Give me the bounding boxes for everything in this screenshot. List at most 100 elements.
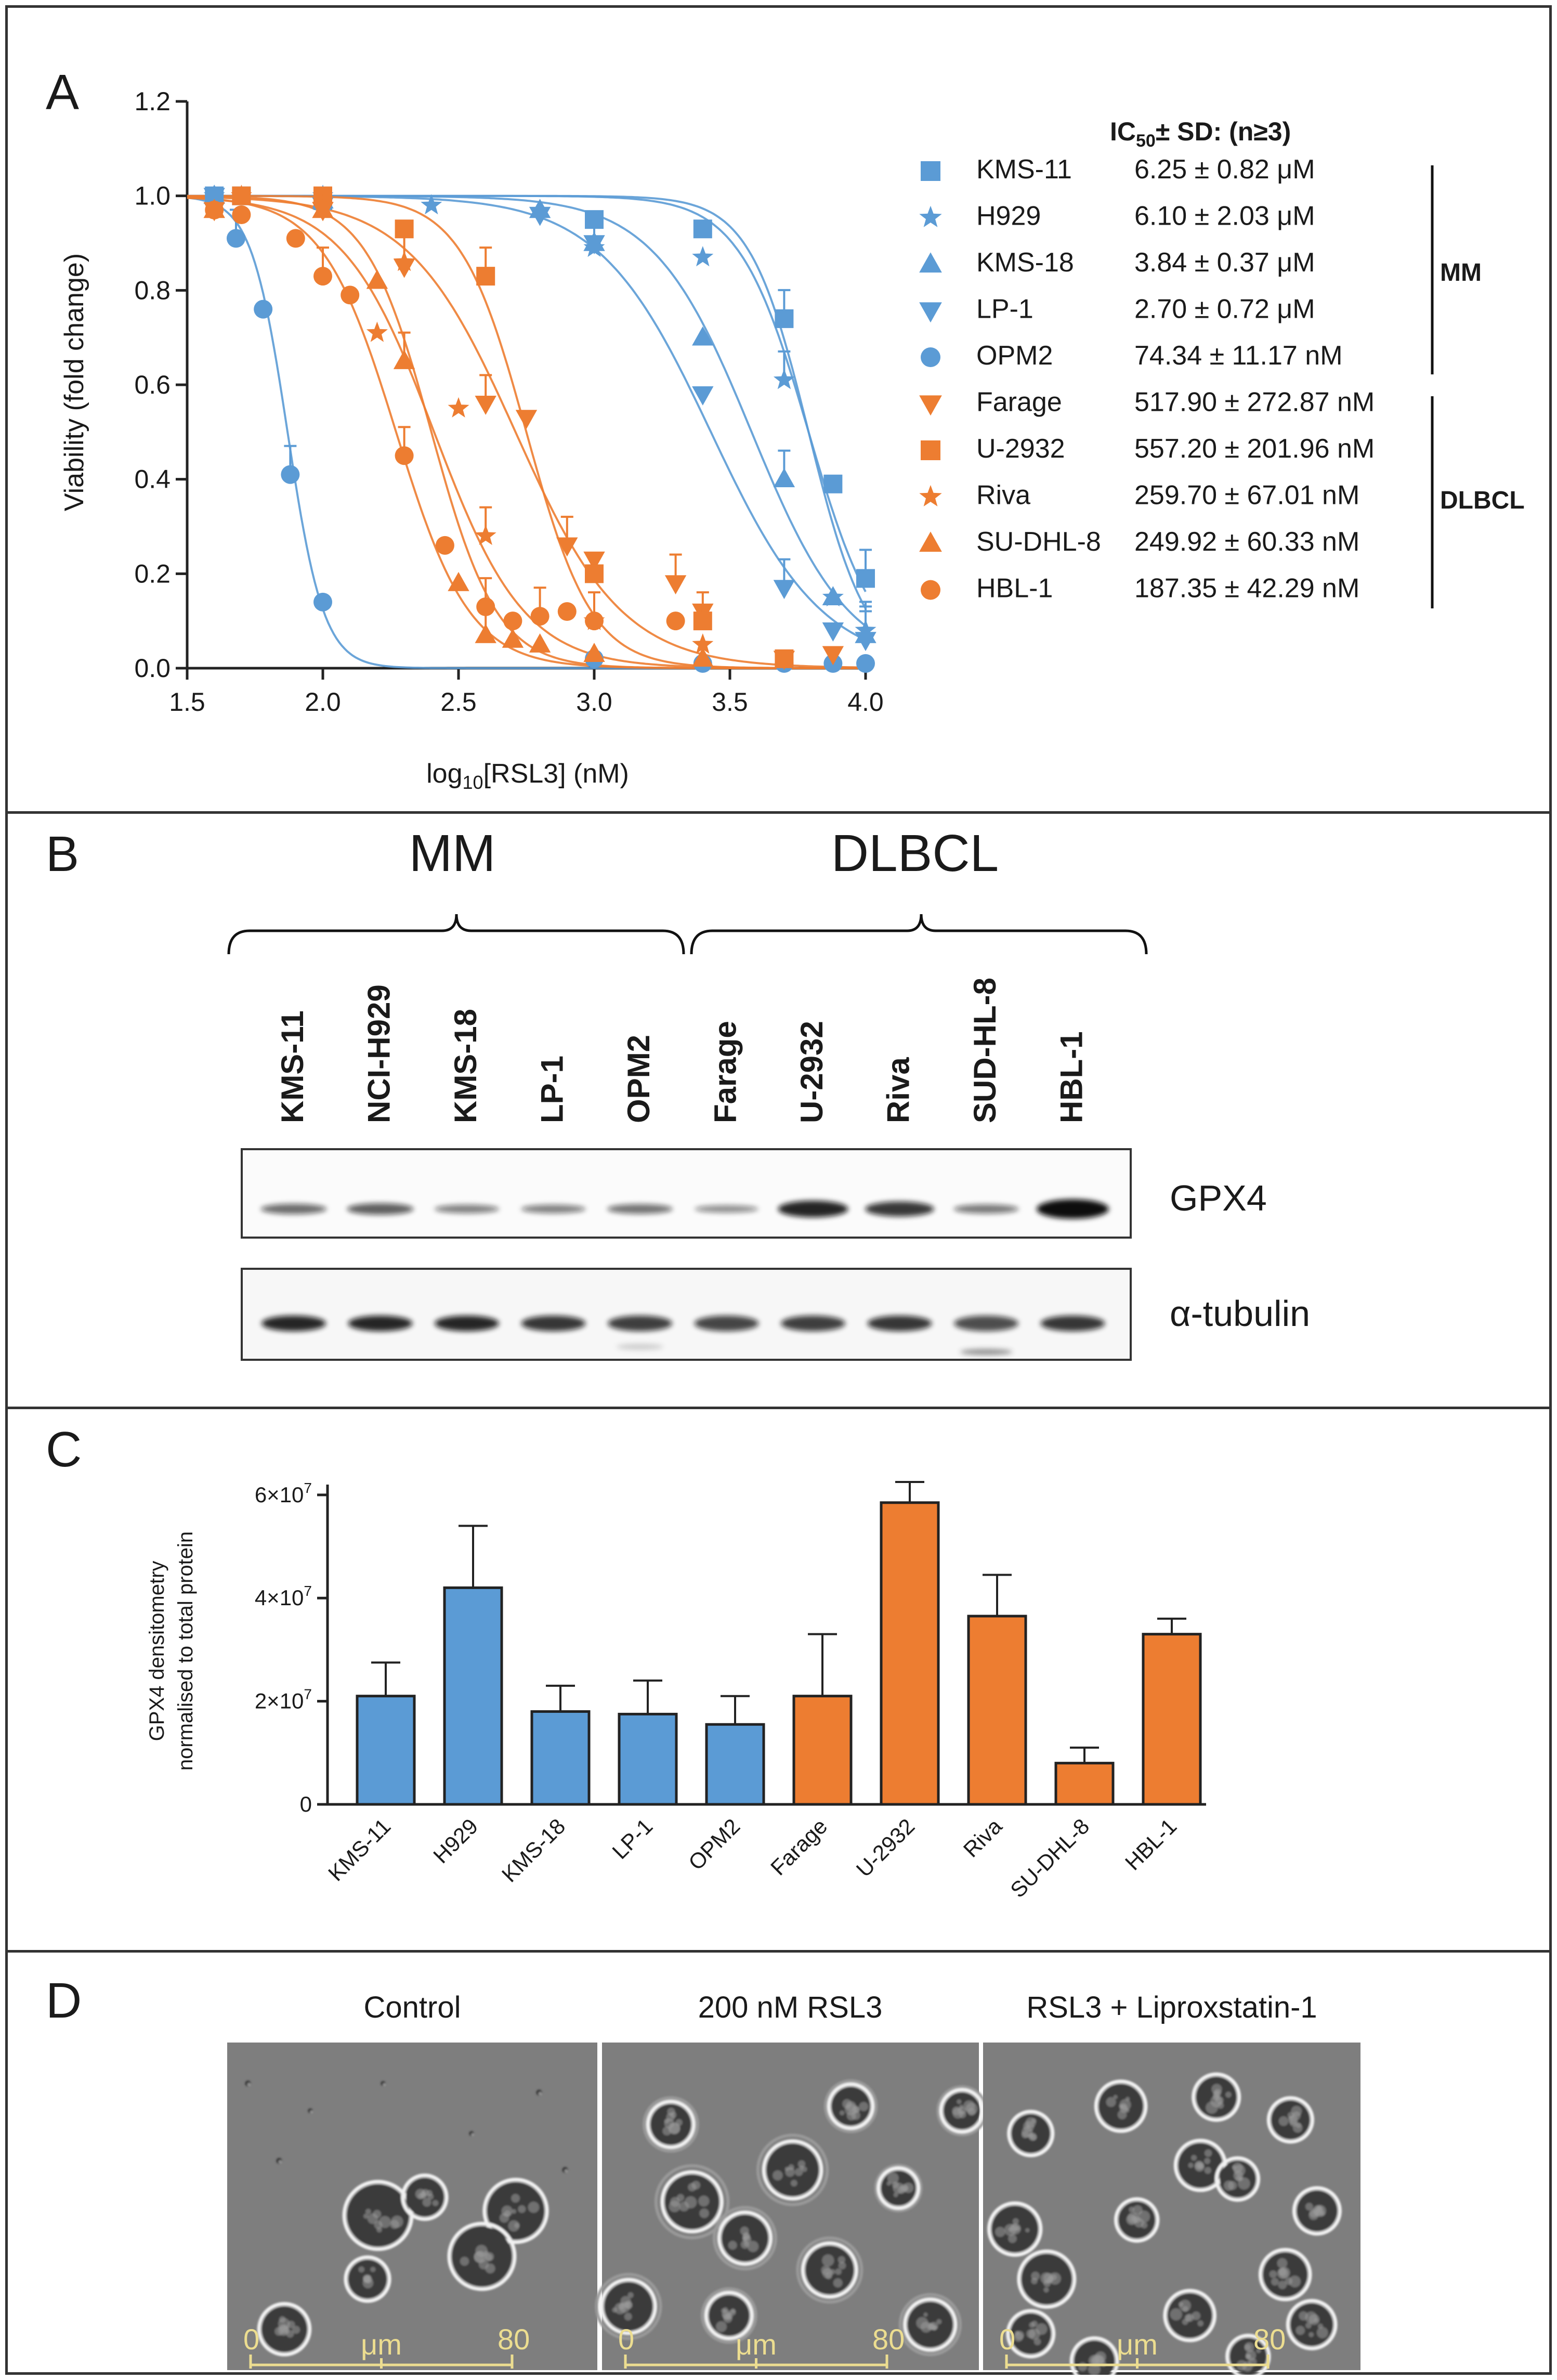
cell-granule	[1271, 2278, 1279, 2286]
data-point-hbl-1	[557, 602, 577, 621]
cell-granule	[676, 2194, 685, 2202]
scale-end: 80	[498, 2323, 530, 2356]
cell-halo	[827, 2082, 875, 2130]
cell-ghost	[823, 2079, 878, 2134]
c-x-label: OPM2	[684, 1814, 744, 1875]
x-tick-label: 2.0	[305, 687, 341, 717]
cell-granule	[838, 2261, 846, 2270]
cell-granule	[838, 2256, 845, 2264]
fit-curve-kms-11	[187, 194, 867, 609]
lane-label: OPM2	[621, 1035, 656, 1123]
legend-name: SU-DHL-8	[976, 527, 1101, 557]
gpx4-band	[521, 1204, 586, 1214]
cell-halo	[1163, 2288, 1216, 2343]
c-y-tick-exp: 7	[304, 1686, 312, 1702]
data-point-farage	[515, 410, 538, 430]
tubulin-blot	[241, 1268, 1132, 1361]
tubulin-minor-band	[960, 1349, 1012, 1355]
data-point-hbl-1	[435, 536, 454, 555]
cell-granule	[1134, 2218, 1144, 2228]
microscopy-image-3: RSL3 + Liproxstatin-1 0 μm 80	[983, 1991, 1360, 2375]
legend-name: H929	[976, 201, 1041, 231]
cell-granule	[903, 2182, 914, 2193]
bar-su-dhl-8	[1054, 1762, 1115, 1806]
cell-granule	[432, 2200, 439, 2206]
c-y-tick-base: 4×10	[255, 1585, 304, 1610]
cell-granule	[1309, 2332, 1314, 2337]
cell-ghost	[796, 2236, 863, 2304]
cell-granule	[740, 2226, 749, 2235]
debris-halo	[383, 2083, 386, 2086]
legend-ic50: 6.25 ± 0.82 μM	[1134, 154, 1315, 185]
cell-granule	[426, 2190, 433, 2196]
bar-u-2932	[880, 1501, 940, 1806]
cell-granule	[773, 2170, 783, 2181]
cell-ghost	[701, 2287, 757, 2344]
gpx4-blot	[241, 1148, 1132, 1239]
scale-end: 80	[1253, 2323, 1286, 2356]
cell-granule	[421, 2192, 427, 2199]
cell-granule	[618, 2304, 625, 2310]
gpx4-band	[260, 1204, 327, 1214]
cell-granule	[1287, 2112, 1294, 2119]
scale-start: 0	[999, 2323, 1015, 2356]
data-point-opm2	[226, 229, 245, 248]
data-point-kms-18	[692, 326, 714, 346]
cell-granule	[363, 2274, 371, 2282]
cell-granule	[1113, 2095, 1118, 2099]
cell-granule	[1008, 2227, 1013, 2232]
debris-halo	[538, 2091, 542, 2096]
y-axis-label: Viability (fold change)	[59, 253, 89, 511]
data-point-riva	[230, 185, 252, 205]
data-point-su-dhl-8	[366, 269, 388, 289]
cell-granule	[825, 2272, 832, 2280]
scale-start: 0	[243, 2323, 259, 2356]
cell-granule	[859, 2102, 869, 2112]
data-point-riva	[692, 633, 714, 654]
tubulin-band	[348, 1316, 413, 1331]
cell-granule	[1245, 2344, 1251, 2350]
bar-hbl-1	[1142, 1633, 1202, 1806]
cell-granule	[1026, 2329, 1036, 2338]
scale-start: 0	[618, 2323, 634, 2356]
cell-granule	[1289, 2275, 1301, 2287]
cell-granule	[518, 2205, 526, 2213]
data-point-hbl-1	[530, 607, 549, 626]
legend-name: Farage	[976, 387, 1062, 418]
data-point-su-dhl-8	[529, 633, 551, 653]
cell-halo	[1214, 2156, 1261, 2202]
cell-granule	[698, 2195, 710, 2207]
panel-d-letter: D	[46, 1973, 82, 2028]
cell-granule	[1011, 2224, 1018, 2231]
panel-d-frame	[5, 1950, 1552, 2375]
cell-granule	[830, 2269, 835, 2275]
data-point-u-2932	[585, 564, 604, 583]
legend-marker-su-dhl-8	[919, 531, 942, 552]
cell-granule	[363, 2213, 369, 2219]
cell-granule	[936, 2319, 942, 2325]
c-ylabel-line2: normalised to total protein	[174, 1531, 197, 1771]
c-y-tick-exp: 7	[304, 1583, 312, 1599]
cell-halo	[1017, 2249, 1077, 2309]
c-x-label: LP-1	[607, 1814, 657, 1864]
cell-granule	[742, 2233, 750, 2241]
bar-farage	[792, 1695, 853, 1806]
cell-granule	[1033, 2338, 1041, 2346]
cell-granule	[1296, 2325, 1305, 2335]
cell-granule	[1043, 2287, 1049, 2293]
legend-marker-lp-1	[919, 302, 942, 323]
c-y-tick-label: 4×107	[255, 1583, 312, 1610]
cell-granule	[1316, 2207, 1322, 2213]
cell-granule	[797, 2160, 806, 2168]
cell-granule	[886, 2181, 891, 2186]
data-point-lp-1	[773, 580, 795, 600]
cell-granule	[365, 2208, 371, 2215]
data-point-opm2	[856, 654, 875, 673]
cell-granule	[1106, 2097, 1116, 2107]
y-tick-label: 1.0	[134, 181, 171, 211]
cell-halo	[257, 2302, 312, 2357]
panel-c-bar-chart: C GPX4 densitometry normalised to total …	[46, 1422, 1206, 1902]
cell-halo	[903, 2297, 958, 2352]
cell-granule	[1269, 2270, 1277, 2278]
